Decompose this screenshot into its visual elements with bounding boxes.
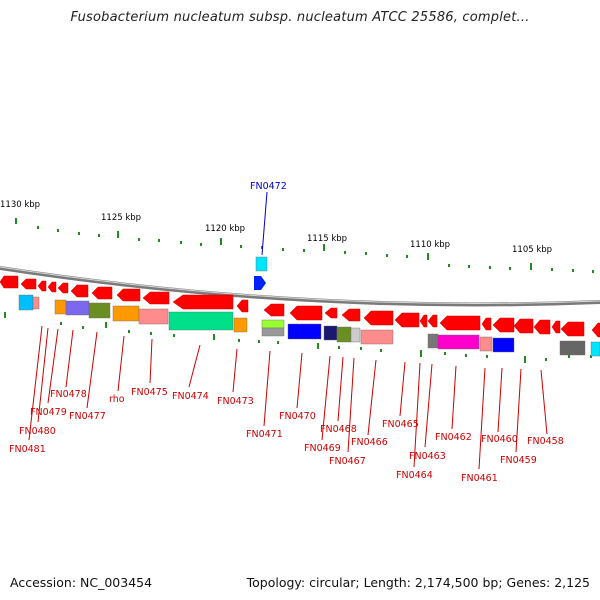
scale-label: 1105 kbp — [512, 245, 552, 255]
gene-arrow — [142, 291, 170, 305]
gene-arrow — [492, 317, 515, 333]
gene-label: FN0466 — [351, 437, 388, 448]
map-title: Fusobacterium nucleatum subsp. nucleatum… — [70, 10, 530, 25]
gene-arrow — [116, 288, 141, 302]
scale-label: 1115 kbp — [307, 234, 347, 244]
gene-label: rho — [109, 394, 125, 405]
gene-arrow — [91, 286, 113, 300]
gene-arrow — [363, 310, 394, 326]
category-bars — [18, 294, 600, 357]
gene-arrow — [20, 278, 37, 290]
gene-label: FN0467 — [329, 456, 366, 467]
gene-arrow — [513, 318, 534, 334]
scale-ticks-upper — [15, 218, 594, 273]
gene-arrow — [324, 307, 338, 319]
scale-label: 1110 kbp — [410, 240, 450, 250]
gene-label: FN0473 — [217, 396, 254, 407]
genome-backbone — [0, 266, 600, 307]
selected-gene-label: FN0472 — [250, 181, 287, 192]
gene-label: FN0481 — [9, 444, 46, 455]
gene-arrow — [481, 317, 492, 331]
gene-arrow — [394, 312, 420, 328]
scale-ticks-lower — [4, 312, 592, 363]
gene-label: FN0470 — [279, 411, 316, 422]
gene-arrow — [591, 322, 600, 338]
gene-label: FN0474 — [172, 391, 209, 402]
gene-label: FN0464 — [396, 470, 433, 481]
selected-gene-arrow — [254, 276, 266, 290]
gene-label: FN0460 — [481, 434, 518, 445]
gene-arrow — [289, 305, 323, 321]
gene-arrow — [70, 284, 89, 298]
gene-arrow — [427, 314, 438, 328]
gene-label: FN0468 — [320, 424, 357, 435]
gene-arrow — [263, 303, 285, 317]
gene-label: FN0462 — [435, 432, 472, 443]
scale-label: 1125 kbp — [101, 213, 141, 223]
gene-arrow — [57, 282, 69, 294]
scale-label: 1120 kbp — [205, 224, 245, 234]
scale-labels: 1130 kbp 1125 kbp 1120 kbp 1115 kbp 1110… — [0, 200, 552, 255]
gene-label: FN0477 — [69, 411, 106, 422]
gene-label: FN0463 — [409, 451, 446, 462]
gene-arrow — [533, 319, 551, 335]
gene-arrow — [47, 281, 57, 293]
gene-arrow — [236, 299, 249, 313]
gene-arrow — [172, 294, 234, 310]
gene-label: FN0465 — [382, 419, 419, 430]
gene-arrow — [439, 315, 481, 331]
gene-arrow — [0, 275, 19, 289]
gene-label: FN0480 — [19, 426, 56, 437]
gene-labels[interactable]: FN0481 FN0480 FN0479 FN0478 FN0477 rho F… — [9, 387, 564, 484]
accession-text: Accession: NC_003454 — [10, 575, 153, 590]
genome-backbone-highlight — [0, 266, 600, 304]
gene-arrow — [551, 320, 561, 334]
gene-arrows — [0, 275, 600, 338]
gene-label: FN0461 — [461, 473, 498, 484]
gene-arrow — [419, 314, 428, 328]
gene-label: FN0475 — [131, 387, 168, 398]
gene-label: FN0479 — [30, 407, 67, 418]
gene-arrow — [341, 308, 361, 322]
selected-gene-marker[interactable]: FN0472 — [250, 181, 287, 290]
gene-label: FN0471 — [246, 429, 283, 440]
gene-label: FN0478 — [50, 389, 87, 400]
gene-arrow — [37, 280, 47, 292]
gene-label: FN0459 — [500, 455, 537, 466]
scale-label: 1130 kbp — [0, 200, 40, 210]
gene-label: FN0458 — [527, 436, 564, 447]
gene-label: FN0469 — [304, 443, 341, 454]
gene-arrow — [560, 321, 585, 337]
topology-text: Topology: circular; Length: 2,174,500 bp… — [246, 575, 590, 590]
leader-lines — [28, 325, 548, 470]
